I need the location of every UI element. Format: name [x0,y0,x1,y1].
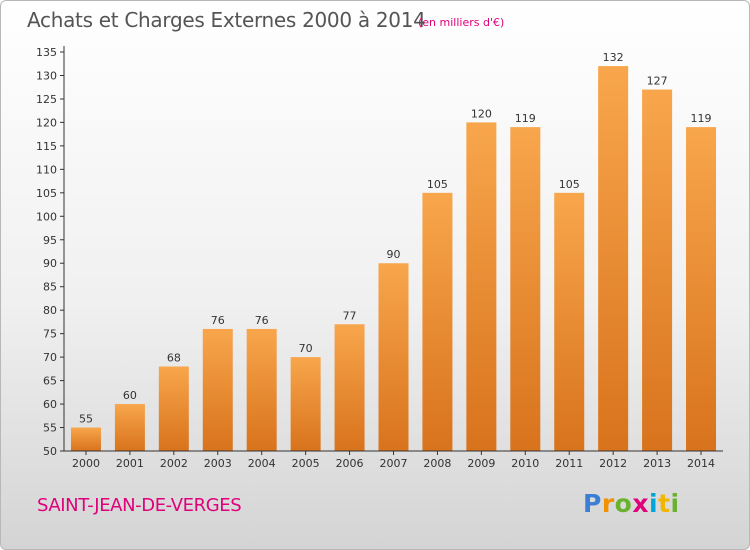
x-tick-label: 2000 [72,457,100,470]
bar [466,122,497,451]
bar [114,404,145,451]
y-tick-label: 50 [43,445,57,458]
bar-value-label: 55 [79,413,93,426]
bar-value-label: 132 [603,51,624,64]
bar-value-label: 77 [343,309,357,322]
x-tick-label: 2005 [292,457,320,470]
bar-value-label: 127 [647,75,668,88]
x-tick-label: 2013 [643,457,671,470]
y-tick-label: 95 [43,234,57,247]
bar-value-label: 90 [387,248,401,261]
logo-letter: i [649,489,659,518]
y-tick-label: 110 [36,163,57,176]
y-tick-label: 100 [36,210,57,223]
bar [202,328,233,451]
bar-value-label: 119 [515,112,536,125]
bar-value-label: 76 [211,314,225,327]
proxiti-logo: Proxiti [583,489,680,518]
bar [686,127,717,451]
x-tick-label: 2002 [160,457,188,470]
x-tick-label: 2011 [555,457,583,470]
y-tick-label: 55 [43,422,57,435]
y-tick-label: 105 [36,187,57,200]
bar-value-label: 120 [471,107,492,120]
bar [334,324,365,451]
x-tick-label: 2003 [204,457,232,470]
x-tick-label: 2008 [423,457,451,470]
chart-title: Achats et Charges Externes 2000 à 2014 [27,8,426,32]
chart-unit: (en milliers d'€) [418,16,505,29]
bar-value-label: 76 [255,314,269,327]
y-tick-label: 80 [43,304,57,317]
bar [378,263,409,451]
logo-letter: o [614,489,633,518]
x-tick-label: 2010 [511,457,539,470]
bar-value-label: 60 [123,389,137,402]
bar [70,427,101,451]
logo-letter: P [583,489,602,518]
logo-letter: t [658,489,671,518]
bar-value-label: 70 [299,342,313,355]
y-tick-label: 135 [36,46,57,59]
x-tick-label: 2006 [336,457,364,470]
y-tick-label: 75 [43,328,57,341]
bar-value-label: 105 [427,178,448,191]
bar-value-label: 119 [691,112,712,125]
bar [510,127,541,451]
axes-group: 50 55 60 65 70 75 80 85 90 95 100 105 110 115 120 125 13… [36,46,723,470]
bar [422,192,453,451]
y-tick-label: 85 [43,281,57,294]
y-tick-label: 65 [43,375,57,388]
y-tick-label: 130 [36,69,57,82]
logo-letter: i [670,489,680,518]
bar [598,66,629,452]
bars-group: 55 60 68 76 76 70 77 90 105 120 119 105 132 127 119 [70,51,717,452]
logo-letter: x [632,489,649,518]
bar [290,357,321,451]
y-tick-label: 60 [43,398,57,411]
bar [642,89,673,451]
x-tick-label: 2004 [248,457,276,470]
place-name: SAINT-JEAN-DE-VERGES [37,495,242,516]
bar-value-label: 68 [167,352,181,365]
logo-letter: r [601,489,615,518]
y-tick-label: 70 [43,351,57,364]
bar [554,192,585,451]
y-tick-label: 90 [43,257,57,270]
x-tick-label: 2007 [380,457,408,470]
x-tick-label: 2009 [467,457,495,470]
x-tick-label: 2014 [687,457,715,470]
y-tick-label: 120 [36,116,57,129]
x-tick-label: 2012 [599,457,627,470]
bar [246,328,277,451]
bar-value-label: 105 [559,178,580,191]
y-tick-label: 115 [36,140,57,153]
x-tick-label: 2001 [116,457,144,470]
y-tick-label: 125 [36,93,57,106]
bar [158,366,189,451]
